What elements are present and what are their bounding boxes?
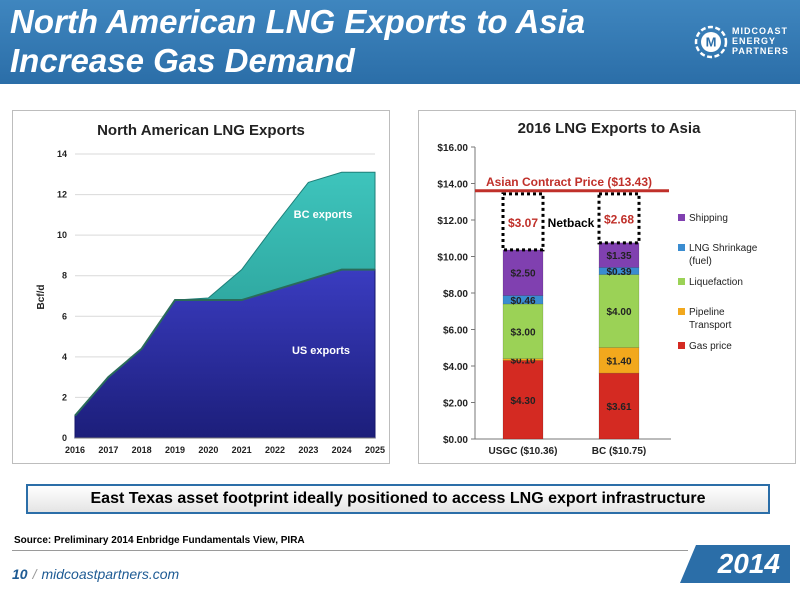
bar-y-tick-label: $8.00 [443, 289, 468, 300]
area-y-tick-label: 8 [62, 271, 67, 281]
legend-swatch [678, 214, 685, 221]
company-logo: M MIDCOAST ENERGY PARTNERS [694, 22, 794, 62]
website-link[interactable]: midcoastpartners.com [41, 566, 180, 582]
bar-segment [598, 242, 640, 268]
series-label-bc-exports: BC exports [294, 209, 353, 221]
bar-segment [502, 303, 544, 359]
area-x-tick-label: 2018 [132, 445, 152, 455]
bar-segment-value-label: $1.40 [606, 356, 631, 367]
legend-entry-label: Transport [689, 320, 732, 331]
legend-entry-label: LNG Shrinkage [689, 243, 758, 254]
area-x-tick-label: 2017 [98, 445, 118, 455]
bar-y-tick-label: $14.00 [437, 180, 468, 191]
bar-segment-value-label: $3.00 [510, 327, 535, 338]
area-chart-y-axis-label: Bcf/d [36, 285, 47, 310]
legend-swatch [678, 342, 685, 349]
legend-entry-label: Pipeline [689, 307, 725, 318]
area-x-tick-label: 2025 [365, 445, 385, 455]
bar-segment-value-label: $0.10 [510, 356, 535, 367]
bar-segment-value-label: $3.61 [606, 402, 631, 413]
legend-swatch [678, 278, 685, 285]
area-y-tick-label: 2 [62, 392, 67, 402]
area-y-tick-label: 14 [57, 149, 67, 159]
bar-category-label: BC ($10.75) [592, 446, 646, 457]
bar-segment-value-label: $2.50 [510, 269, 535, 280]
netback-label: Netback [548, 216, 595, 230]
area-y-tick-label: 4 [62, 352, 67, 362]
lng-cost-stacked-bar-chart: 2016 LNG Exports to Asia $0.00 $2.00 $4.00… [437, 120, 758, 457]
bar-segment [598, 372, 640, 440]
footer-divider [12, 550, 688, 551]
page-title-line-2: Increase Gas Demand [10, 42, 355, 79]
logo-line-1: MIDCOAST [732, 26, 788, 36]
page-title: North American LNG Exports to Asia Incre… [10, 2, 585, 80]
bar-chart-title: 2016 LNG Exports to Asia [518, 120, 701, 137]
legend-swatch [678, 244, 685, 251]
legend-entry-label: Shipping [689, 213, 728, 224]
year-badge: 2014 [680, 545, 790, 583]
bar-segment [502, 249, 544, 296]
area-x-tick-label: 2024 [332, 445, 352, 455]
footer-separator: / [32, 566, 37, 582]
area-x-tick-label: 2021 [232, 445, 252, 455]
bar-y-tick-label: $16.00 [437, 143, 468, 154]
bar-y-tick-label: $12.00 [437, 216, 468, 227]
logo-badge-letter: M [706, 35, 717, 50]
legend-swatch [678, 308, 685, 315]
area-y-tick-label: 6 [62, 311, 67, 321]
area-x-tick-label: 2020 [198, 445, 218, 455]
bar-y-tick-label: $6.00 [443, 326, 468, 337]
logo-text: MIDCOAST ENERGY PARTNERS [732, 26, 789, 56]
netback-outline [597, 192, 641, 245]
us-exports-top-edge [74, 268, 375, 417]
bar-segment-value-label: $1.35 [606, 251, 631, 262]
legend-entry-label: Gas price [689, 341, 732, 352]
bar-segment [598, 274, 640, 348]
bar-y-tick-label: $4.00 [443, 362, 468, 373]
netback-value-label: $3.07 [508, 216, 538, 230]
bar-segment [598, 347, 640, 374]
series-label-us-exports: US exports [292, 345, 350, 357]
bar-category-label: USGC ($10.36) [489, 446, 558, 457]
lng-exports-chart-panel: North American LNG Exports Bcf/d 0 2 4 6 8 10… [12, 110, 390, 464]
source-note: Source: Preliminary 2014 Enbridge Fundam… [14, 535, 305, 546]
logo-line-2: ENERGY [732, 36, 777, 46]
page-title-line-1: North American LNG Exports to Asia [10, 3, 586, 40]
footer-left: 10/midcoastpartners.com [12, 566, 179, 582]
asian-contract-price-label: Asian Contract Price ($13.43) [486, 175, 652, 189]
netback-value-label: $2.68 [604, 212, 634, 226]
area-x-tick-label: 2016 [65, 445, 85, 455]
area-x-tick-label: 2019 [165, 445, 185, 455]
area-y-tick-label: 10 [57, 230, 67, 240]
page-number: 10 [12, 566, 28, 582]
lng-cost-chart-panel: 2016 LNG Exports to Asia $0.00 $2.00 $4.00… [418, 110, 796, 464]
bar-y-tick-label: $10.00 [437, 253, 468, 264]
legend-entry-label: Liquefaction [689, 277, 743, 288]
bar-segment-value-label: $4.30 [510, 396, 535, 407]
area-x-tick-label: 2023 [298, 445, 318, 455]
legend-entry-label: (fuel) [689, 256, 712, 267]
bar-segment-value-label: $0.46 [510, 296, 535, 307]
area-y-tick-label: 0 [62, 433, 67, 443]
bar-segment-value-label: $4.00 [606, 307, 631, 318]
bar-y-tick-label: $0.00 [443, 435, 468, 446]
area-chart-title: North American LNG Exports [97, 122, 305, 139]
bar-segment [502, 360, 544, 440]
lng-exports-area-chart: North American LNG Exports Bcf/d 0 2 4 6 8 10… [36, 122, 385, 455]
logo-badge-icon: M [694, 25, 728, 59]
area-x-tick-label: 2022 [265, 445, 285, 455]
area-y-tick-label: 12 [57, 190, 67, 200]
header-banner: North American LNG Exports to Asia Incre… [0, 0, 800, 84]
bar-y-tick-label: $2.00 [443, 399, 468, 410]
key-takeaway-callout: East Texas asset footprint ideally posit… [26, 484, 770, 514]
bar-segment-value-label: $0.39 [606, 267, 631, 278]
netback-outline [501, 192, 545, 252]
logo-line-3: PARTNERS [732, 46, 789, 56]
